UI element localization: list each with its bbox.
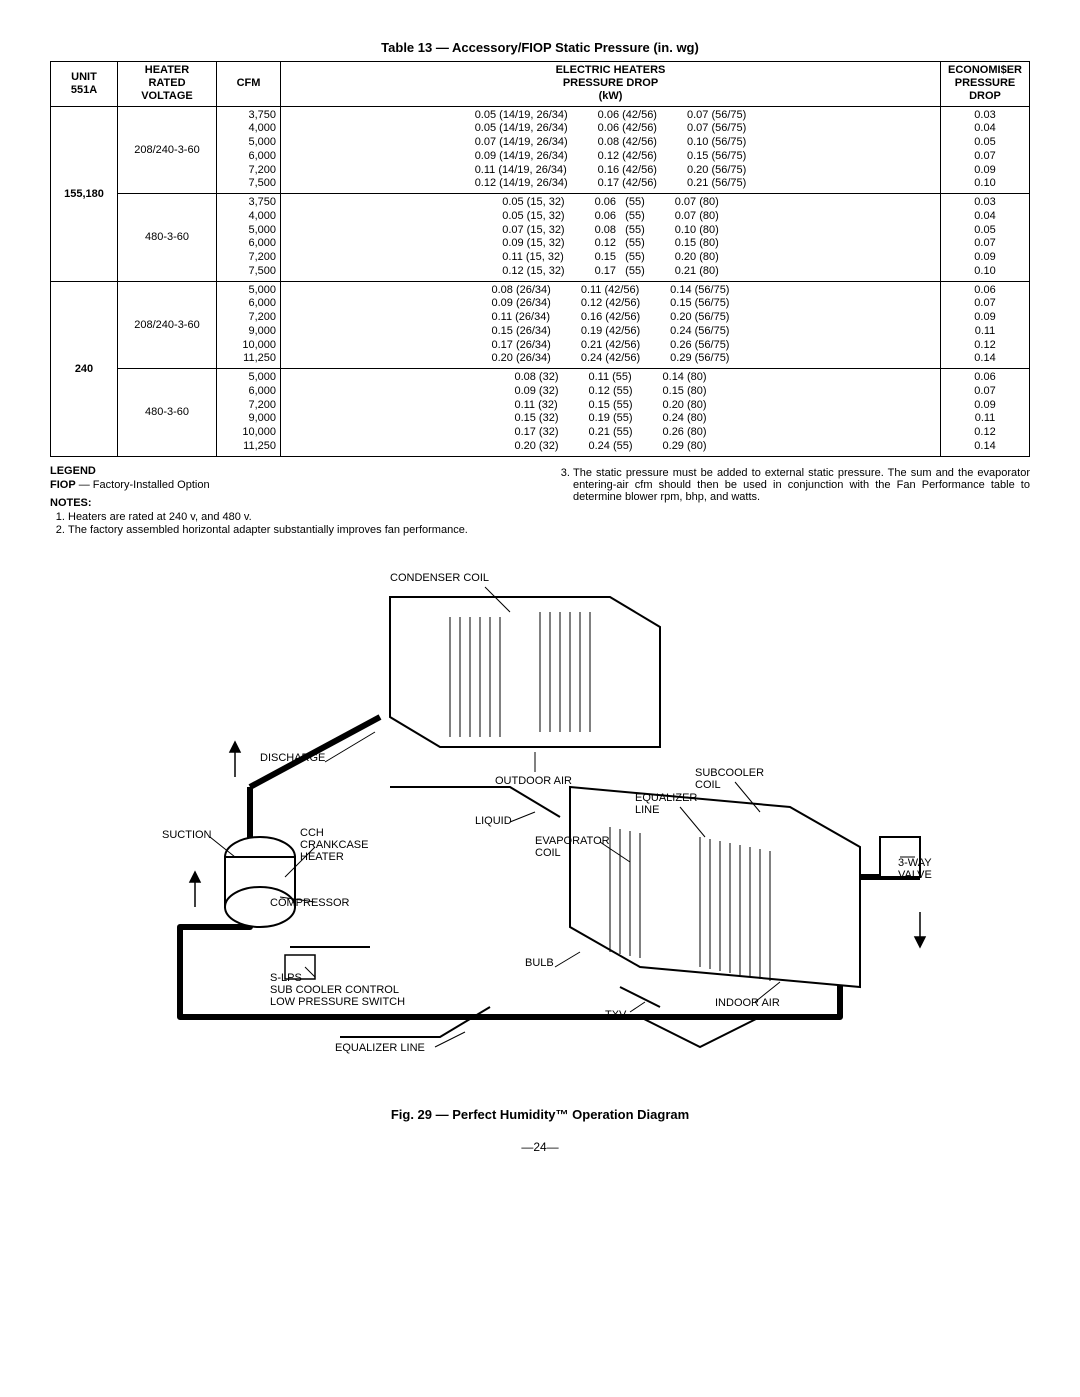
pressure-drop-cell: 0.05 (14/19, 26/34)0.05 (14/19, 26/34)0.… xyxy=(281,106,941,194)
lbl-compressor: COMPRESSOR xyxy=(270,897,349,909)
lbl-discharge: DISCHARGE xyxy=(260,752,325,764)
figure-wrap: CONDENSER COIL DISCHARGE OUTDOOR AIR SUC… xyxy=(50,557,1030,1122)
lbl-equalizer-top: EQUALIZERLINE xyxy=(635,792,697,816)
fiop-sep: — xyxy=(76,479,93,491)
lbl-condenser: CONDENSER COIL xyxy=(390,572,489,584)
lbl-outdoor-air: OUTDOOR AIR xyxy=(495,775,572,787)
legend-heading: LEGEND xyxy=(50,465,525,477)
lbl-bulb: BULB xyxy=(525,957,554,969)
cfm-cell: 3,7504,0005,0006,0007,2007,500 xyxy=(217,194,281,282)
voltage-cell: 208/240-3-60 xyxy=(118,106,217,194)
voltage-cell: 480-3-60 xyxy=(118,369,217,457)
unit-cell: 155,180 xyxy=(51,106,118,281)
fiop-label: FIOP xyxy=(50,479,76,491)
lbl-txv: TXV xyxy=(605,1009,626,1021)
lbl-evaporator: EVAPORATORCOIL xyxy=(535,835,610,859)
economiser-cell: 0.030.040.050.070.090.10 xyxy=(941,106,1030,194)
cfm-cell: 3,7504,0005,0006,0007,2007,500 xyxy=(217,106,281,194)
th-econ: ECONOMI$ERPRESSUREDROP xyxy=(941,62,1030,107)
lbl-3way: 3-WAYVALVE xyxy=(898,857,932,881)
notes-heading: NOTES: xyxy=(50,497,525,509)
note-2: The factory assembled horizontal adapter… xyxy=(68,524,525,536)
voltage-cell: 480-3-60 xyxy=(118,194,217,282)
th-voltage: HEATERRATEDVOLTAGE xyxy=(118,62,217,107)
pressure-drop-cell: 0.08 (32)0.09 (32)0.11 (32)0.15 (32)0.17… xyxy=(281,369,941,457)
lbl-suction: SUCTION xyxy=(162,829,212,841)
spec-table: UNIT551A HEATERRATEDVOLTAGE CFM ELECTRIC… xyxy=(50,61,1030,457)
legend-notes: LEGEND FIOP — Factory-Installed Option N… xyxy=(50,465,1030,537)
economiser-cell: 0.060.070.090.110.120.14 xyxy=(941,281,1030,369)
cfm-cell: 5,0006,0007,2009,00010,00011,250 xyxy=(217,281,281,369)
economiser-cell: 0.030.040.050.070.090.10 xyxy=(941,194,1030,282)
th-unit: UNIT551A xyxy=(51,62,118,107)
note-1: Heaters are rated at 240 v, and 480 v. xyxy=(68,511,525,523)
fiop-desc: Factory-Installed Option xyxy=(93,479,210,491)
table-title: Table 13 — Accessory/FIOP Static Pressur… xyxy=(50,40,1030,55)
operation-diagram: CONDENSER COIL DISCHARGE OUTDOOR AIR SUC… xyxy=(140,557,940,1097)
economiser-cell: 0.060.070.090.110.120.14 xyxy=(941,369,1030,457)
page-number: —24— xyxy=(50,1140,1030,1154)
note-3: The static pressure must be added to ext… xyxy=(573,467,1030,503)
lbl-subcooler: SUBCOOLERCOIL xyxy=(695,767,764,791)
figure-caption: Fig. 29 — Perfect Humidity™ Operation Di… xyxy=(50,1107,1030,1122)
lbl-equalizer-bottom: EQUALIZER LINE xyxy=(335,1042,425,1054)
cfm-cell: 5,0006,0007,2009,00010,00011,250 xyxy=(217,369,281,457)
voltage-cell: 208/240-3-60 xyxy=(118,281,217,369)
lbl-liquid: LIQUID xyxy=(475,815,512,827)
lbl-cch: CCHCRANKCASEHEATER xyxy=(300,827,368,863)
pressure-drop-cell: 0.08 (26/34)0.09 (26/34)0.11 (26/34)0.15… xyxy=(281,281,941,369)
th-cfm: CFM xyxy=(217,62,281,107)
lbl-indoor-air: INDOOR AIR xyxy=(715,997,780,1009)
th-heaters: ELECTRIC HEATERSPRESSURE DROP(kW) xyxy=(281,62,941,107)
unit-cell: 240 xyxy=(51,281,118,456)
pressure-drop-cell: 0.05 (15, 32)0.05 (15, 32)0.07 (15, 32)0… xyxy=(281,194,941,282)
lbl-slps: S-LPSSUB COOLER CONTROLLOW PRESSURE SWIT… xyxy=(270,972,405,1008)
